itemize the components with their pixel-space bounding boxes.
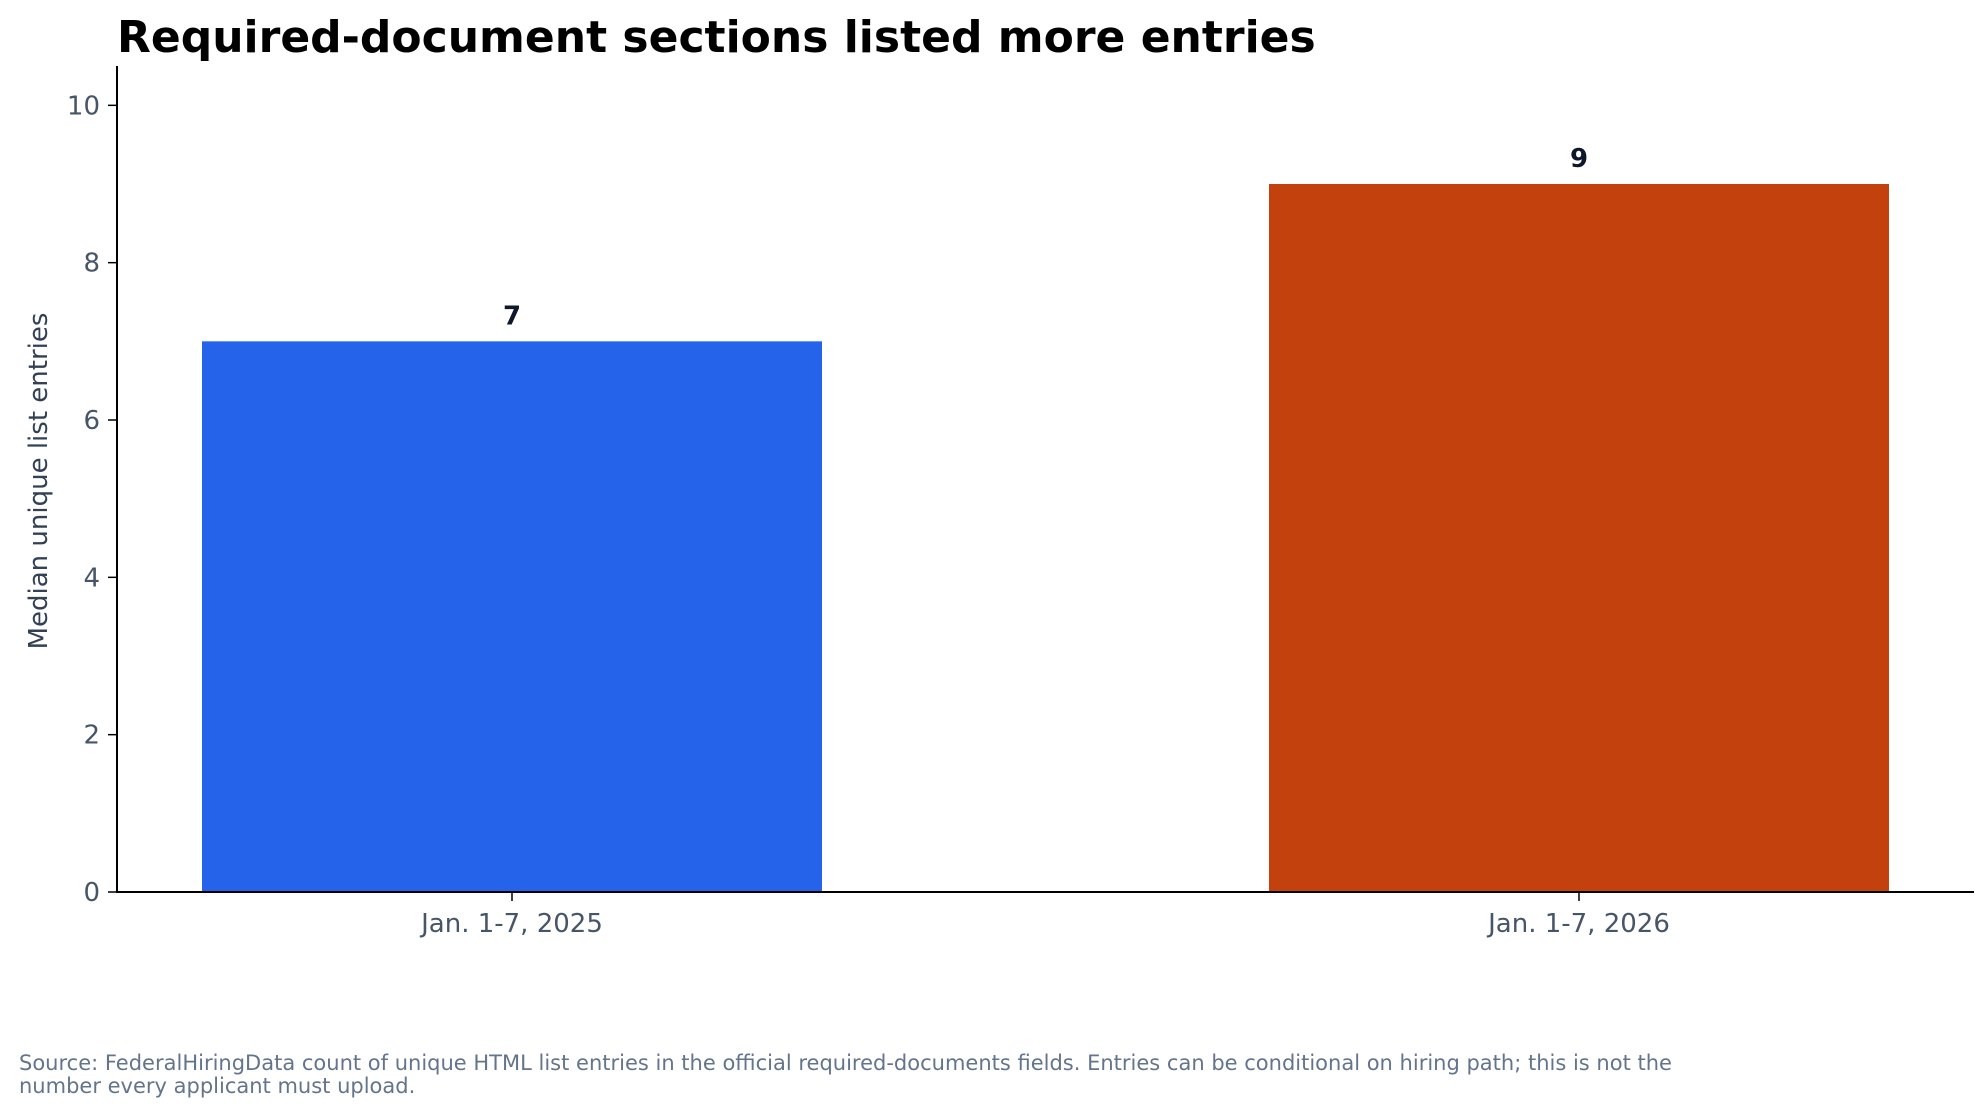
x-tick-label-2: Jan. 1-7, 2026 (1486, 909, 1670, 939)
y-tick-label-8: 8 (83, 249, 100, 279)
y-ticks-group: 0 2 4 6 8 10 (67, 91, 117, 908)
y-axis-label: Median unique list entries (24, 313, 54, 650)
y-tick-label-6: 6 (83, 406, 100, 436)
bar-value-label-1: 7 (503, 301, 521, 331)
bar-1 (202, 341, 822, 892)
x-ticks-group: Jan. 1-7, 2025 Jan. 1-7, 2026 (419, 892, 1670, 939)
bar-2 (1269, 184, 1889, 892)
bar-value-label-2: 9 (1570, 144, 1588, 174)
x-tick-label-1: Jan. 1-7, 2025 (419, 909, 603, 939)
bars-group: 79 (202, 144, 1889, 892)
chart-title: Required-document sections listed more e… (117, 12, 1316, 63)
y-tick-label-10: 10 (67, 91, 100, 121)
y-tick-label-0: 0 (83, 878, 100, 908)
y-tick-label-4: 4 (83, 563, 100, 593)
y-tick-label-2: 2 (83, 721, 100, 751)
source-note: Source: FederalHiringData count of uniqu… (19, 1051, 1672, 1098)
